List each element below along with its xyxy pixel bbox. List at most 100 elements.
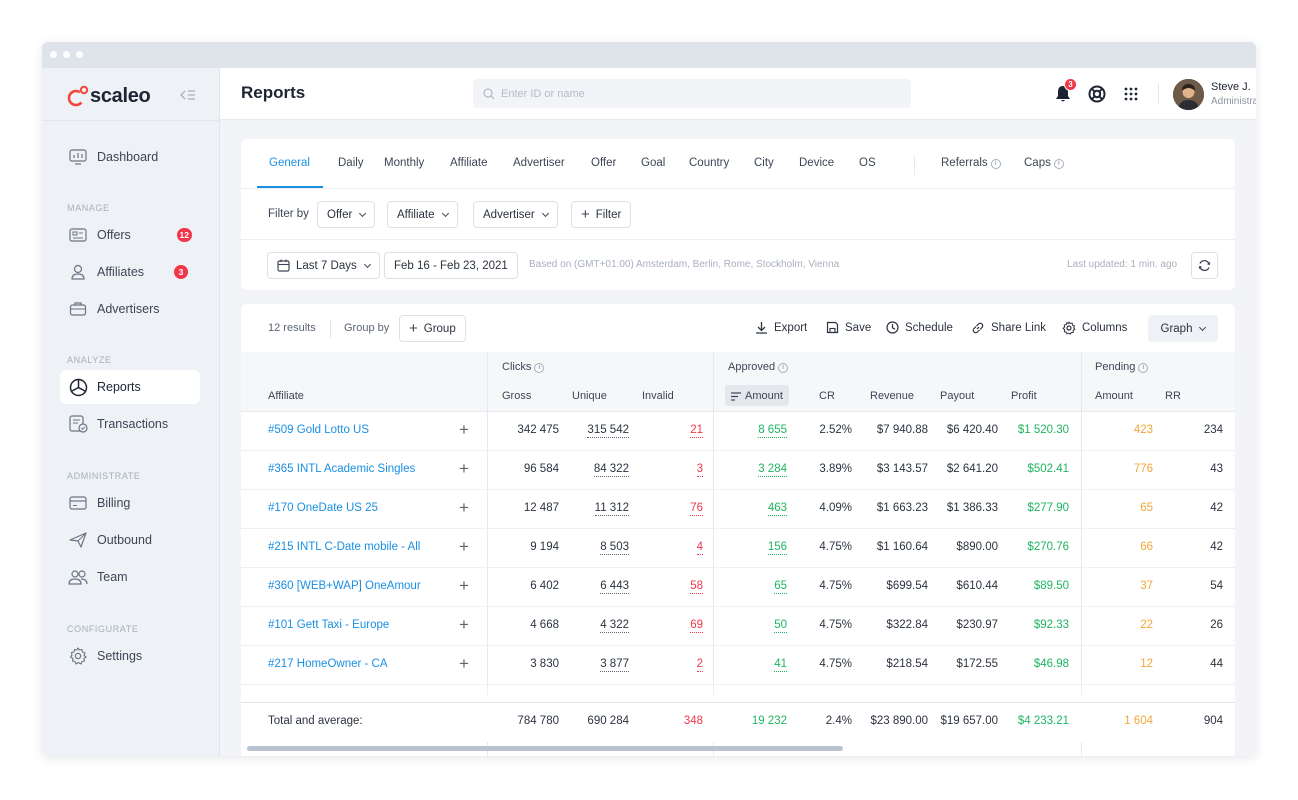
tab-advertiser[interactable]: Advertiser (513, 157, 565, 169)
affiliate-link[interactable]: #217 HomeOwner - CA (268, 658, 388, 670)
offer-filter-dropdown[interactable]: Offer (317, 201, 376, 228)
cell-amount[interactable]: 50 (774, 619, 787, 633)
schedule-button[interactable]: Schedule (886, 321, 953, 334)
tab-device[interactable]: Device (799, 157, 835, 169)
sidebar-item-reports[interactable]: Reports (60, 370, 200, 404)
date-range-dropdown[interactable]: Last 7 Days (267, 252, 380, 279)
tab-referrals[interactable]: Referrals i (941, 157, 1001, 169)
page-title: Reports (241, 83, 306, 102)
share-link-button[interactable]: Share Link (971, 321, 1046, 335)
refresh-button[interactable] (1191, 252, 1218, 279)
affiliate-link[interactable]: #170 OneDate US 25 (268, 502, 378, 514)
column-header-pending-amount[interactable]: Amount (1095, 390, 1133, 402)
cell-invalid[interactable]: 3 (696, 463, 703, 477)
cell-amount[interactable]: 8 655 (758, 424, 787, 438)
sidebar-item-offers[interactable]: Offers 12 (60, 218, 200, 252)
collapse-sidebar-icon[interactable] (180, 88, 196, 102)
column-header-invalid[interactable]: Invalid (642, 390, 674, 402)
cell-amount[interactable]: 3 284 (758, 463, 787, 477)
cell-invalid[interactable]: 4 (696, 541, 703, 555)
add-filter-label: Filter (595, 208, 622, 221)
affiliate-link[interactable]: #509 Gold Lotto US (268, 424, 370, 436)
add-filter-button[interactable]: + Filter (571, 201, 632, 228)
window-dot[interactable] (63, 51, 70, 58)
expand-row-plus-icon[interactable]: + (459, 498, 469, 517)
sidebar-item-team[interactable]: Team (60, 560, 200, 594)
help-button[interactable] (1087, 84, 1107, 104)
sidebar-item-transactions[interactable]: Transactions (60, 407, 200, 441)
cell-unique[interactable]: 4 322 (600, 619, 629, 633)
cell-unique[interactable]: 6 443 (600, 580, 629, 594)
affiliate-link[interactable]: #215 INTL C-Date mobile - All (268, 541, 421, 553)
cell-unique[interactable]: 8 503 (600, 541, 629, 555)
tab-general[interactable]: General (269, 157, 310, 169)
cell-amount[interactable]: 463 (767, 502, 787, 516)
tab-city[interactable]: City (754, 157, 774, 169)
cell-invalid[interactable]: 58 (690, 580, 703, 594)
sidebar-item-affiliates[interactable]: Affiliates 3 (60, 255, 200, 289)
cell-amount[interactable]: 65 (774, 580, 787, 594)
cell-invalid[interactable]: 69 (690, 619, 703, 633)
cell-invalid[interactable]: 76 (690, 502, 703, 516)
date-range-value[interactable]: Feb 16 - Feb 23, 2021 (384, 252, 518, 279)
cell-amount[interactable]: 41 (774, 658, 787, 672)
window-dot[interactable] (76, 51, 83, 58)
avatar[interactable] (1173, 79, 1204, 110)
expand-row-plus-icon[interactable]: + (459, 654, 469, 673)
expand-row-plus-icon[interactable]: + (459, 420, 469, 439)
column-header-gross[interactable]: Gross (502, 390, 532, 402)
affiliate-link[interactable]: #360 [WEB+WAP] OneAmour (268, 580, 421, 592)
cell-invalid[interactable]: 21 (690, 424, 703, 438)
column-header-affiliate[interactable]: Affiliate (268, 390, 304, 402)
add-group-button[interactable]: + Group (399, 315, 466, 342)
cell-unique[interactable]: 3 877 (600, 658, 629, 672)
column-header-unique[interactable]: Unique (572, 390, 607, 402)
search-input[interactable] (501, 87, 901, 100)
expand-row-plus-icon[interactable]: + (459, 537, 469, 556)
cell-invalid[interactable]: 2 (696, 658, 703, 672)
columns-button[interactable]: Columns (1062, 321, 1127, 335)
sidebar-item-advertisers[interactable]: Advertisers (60, 292, 200, 326)
expand-row-plus-icon[interactable]: + (459, 615, 469, 634)
cell-amount[interactable]: 156 (767, 541, 787, 555)
column-header-payout[interactable]: Payout (940, 390, 975, 402)
tab-monthly[interactable]: Monthly (384, 157, 425, 169)
tab-offer[interactable]: Offer (591, 157, 617, 169)
tab-goal[interactable]: Goal (641, 157, 666, 169)
window-dot[interactable] (50, 51, 57, 58)
column-header-amount[interactable]: Amount (731, 390, 783, 402)
reports-icon (68, 377, 88, 397)
search-box[interactable] (473, 79, 911, 108)
affiliate-filter-dropdown[interactable]: Affiliate (387, 201, 458, 228)
column-header-rr[interactable]: RR (1165, 390, 1181, 402)
tab-caps[interactable]: Caps i (1024, 157, 1064, 169)
logo[interactable]: scaleo (66, 82, 151, 110)
tab-affiliate[interactable]: Affiliate (450, 157, 488, 169)
column-header-revenue[interactable]: Revenue (870, 390, 915, 402)
graph-dropdown[interactable]: Graph (1148, 315, 1218, 342)
tab-os[interactable]: OS (859, 157, 876, 169)
horizontal-scrollbar[interactable] (247, 746, 843, 751)
cell-unique[interactable]: 84 322 (593, 463, 629, 477)
cell-unique[interactable]: 315 542 (587, 424, 629, 438)
tab-country[interactable]: Country (689, 157, 730, 169)
column-header-cr[interactable]: CR (819, 390, 835, 402)
sidebar-item-billing[interactable]: Billing (60, 486, 200, 520)
export-button[interactable]: Export (755, 321, 807, 334)
expand-row-plus-icon[interactable]: + (459, 459, 469, 478)
apps-button[interactable] (1121, 84, 1141, 104)
user-name[interactable]: Steve J. (1211, 81, 1251, 93)
advertiser-filter-label: Advertiser (483, 208, 535, 221)
notifications-button[interactable]: 3 (1053, 78, 1077, 104)
advertiser-filter-dropdown[interactable]: Advertiser (473, 201, 558, 228)
expand-row-plus-icon[interactable]: + (459, 576, 469, 595)
column-header-profit[interactable]: Profit (1011, 390, 1037, 402)
sidebar-item-outbound[interactable]: Outbound (60, 523, 200, 557)
affiliate-link[interactable]: #101 Gett Taxi - Europe (268, 619, 390, 631)
affiliate-link[interactable]: #365 INTL Academic Singles (268, 463, 416, 475)
sidebar-item-dashboard[interactable]: Dashboard (60, 140, 200, 174)
save-button[interactable]: Save (826, 321, 871, 334)
sidebar-item-settings[interactable]: Settings (60, 639, 200, 673)
cell-unique[interactable]: 11 312 (594, 502, 629, 516)
tab-daily[interactable]: Daily (338, 157, 364, 169)
